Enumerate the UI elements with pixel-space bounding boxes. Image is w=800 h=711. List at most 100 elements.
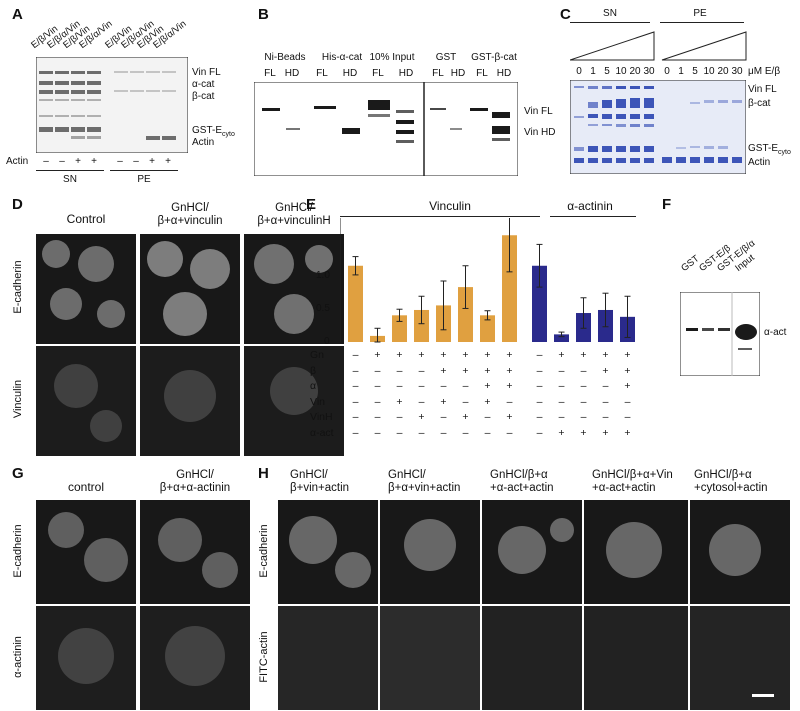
micrograph bbox=[36, 234, 136, 344]
sign: – bbox=[352, 349, 359, 361]
sign: – bbox=[558, 395, 565, 408]
row-label: α-act bbox=[310, 426, 334, 439]
bar bbox=[348, 265, 363, 342]
cell-texture bbox=[140, 606, 250, 710]
micrograph bbox=[690, 500, 790, 604]
group-label: α-actinin bbox=[567, 199, 613, 213]
col-label: GnHCl/ β+α+vin+actin bbox=[388, 469, 461, 494]
col-label: GnHCl/ β+α+vinculin bbox=[157, 202, 223, 227]
sign: – bbox=[396, 426, 403, 439]
micrograph bbox=[278, 500, 378, 604]
band-label: Vin FL bbox=[192, 67, 221, 78]
conc-label: 30 bbox=[643, 66, 655, 77]
scale-bar bbox=[752, 694, 774, 697]
sign: + bbox=[624, 364, 631, 377]
cell-texture bbox=[36, 606, 136, 710]
row-label: Vin bbox=[310, 395, 325, 408]
band-label: GST-Ecyto bbox=[192, 125, 235, 138]
coomassie-gel-a bbox=[36, 57, 188, 153]
band-label: α-act bbox=[764, 327, 787, 338]
bar bbox=[532, 265, 547, 342]
band-label: GST-Ecyto bbox=[748, 143, 791, 156]
micrograph bbox=[36, 346, 136, 456]
sign: – bbox=[374, 395, 381, 408]
sign: + bbox=[374, 349, 381, 361]
sign: – bbox=[462, 395, 469, 408]
sign: – bbox=[462, 426, 469, 439]
sign: – bbox=[506, 426, 513, 439]
row-label: Gn bbox=[310, 349, 325, 361]
band-label: β-cat bbox=[192, 91, 215, 102]
lane-label: FL bbox=[264, 68, 276, 79]
group-line bbox=[110, 170, 178, 171]
micrograph bbox=[36, 500, 136, 604]
sign: – bbox=[602, 380, 609, 392]
lane-label: FL bbox=[316, 68, 328, 79]
group-label: GST bbox=[435, 52, 457, 63]
sign: + bbox=[506, 380, 513, 392]
bar bbox=[392, 315, 407, 342]
col-label: GnHCl/β+α+Vin +α-act+actin bbox=[592, 469, 673, 494]
sign: – bbox=[59, 156, 65, 167]
micrograph bbox=[140, 234, 240, 344]
sign: + bbox=[418, 411, 425, 423]
conc-label: 20 bbox=[629, 66, 641, 77]
sign: – bbox=[506, 395, 513, 408]
conc-label: 20 bbox=[717, 66, 729, 77]
sign: – bbox=[396, 364, 403, 377]
y-tick: 1.0 bbox=[316, 270, 330, 281]
group-line bbox=[340, 216, 540, 217]
sign: + bbox=[624, 426, 631, 439]
sign: + bbox=[506, 349, 513, 361]
sign: – bbox=[602, 395, 609, 408]
cell-texture bbox=[140, 500, 250, 604]
col-label: GnHCl/ β+α+vinculinH bbox=[257, 202, 331, 227]
sign: + bbox=[580, 349, 587, 361]
sign: + bbox=[484, 395, 491, 408]
conc-unit: μM E/β bbox=[748, 66, 781, 77]
band-label: Vin FL bbox=[524, 106, 553, 117]
sign: + bbox=[75, 156, 81, 167]
cell-texture bbox=[36, 234, 136, 344]
group-label: 10% Input bbox=[369, 52, 415, 63]
sign: – bbox=[558, 364, 565, 377]
sign: – bbox=[43, 156, 49, 167]
sign: – bbox=[602, 411, 609, 423]
micrograph bbox=[244, 346, 344, 456]
sign: – bbox=[580, 364, 587, 377]
lane-label: HD bbox=[284, 68, 300, 79]
conc-label: 1 bbox=[678, 66, 684, 77]
col-label: GnHCl/β+α +cytosol+actin bbox=[694, 469, 768, 494]
lane-label: HD bbox=[496, 68, 512, 79]
sign: + bbox=[484, 349, 491, 361]
sign: – bbox=[462, 380, 469, 392]
row-label: Vinculin bbox=[12, 379, 24, 419]
band-label: Actin bbox=[192, 137, 215, 148]
micrograph bbox=[140, 346, 240, 456]
micrograph bbox=[140, 500, 250, 604]
sign: – bbox=[418, 364, 425, 377]
cell-texture bbox=[244, 346, 344, 456]
micrograph bbox=[584, 606, 688, 710]
row-label: E-cadherin bbox=[258, 524, 270, 578]
sign: – bbox=[418, 426, 425, 439]
lane-label: HD bbox=[342, 68, 358, 79]
sign: + bbox=[165, 156, 171, 167]
cell-texture bbox=[36, 346, 136, 456]
cell-texture bbox=[380, 500, 480, 604]
row-label: α bbox=[310, 380, 317, 392]
sign: + bbox=[624, 380, 631, 392]
sign: – bbox=[624, 411, 631, 423]
cell-texture bbox=[140, 234, 240, 344]
panel-label-b: B bbox=[258, 6, 269, 23]
lane-label: FL bbox=[476, 68, 488, 79]
conc-label: 1 bbox=[590, 66, 596, 77]
sign: + bbox=[624, 349, 631, 361]
sign: – bbox=[484, 411, 491, 423]
sign: + bbox=[558, 349, 565, 361]
panel-label-f: F bbox=[662, 196, 672, 213]
sign: + bbox=[396, 395, 403, 408]
sign: – bbox=[374, 364, 381, 377]
group-label: PE bbox=[137, 174, 151, 185]
sign: – bbox=[418, 380, 425, 392]
